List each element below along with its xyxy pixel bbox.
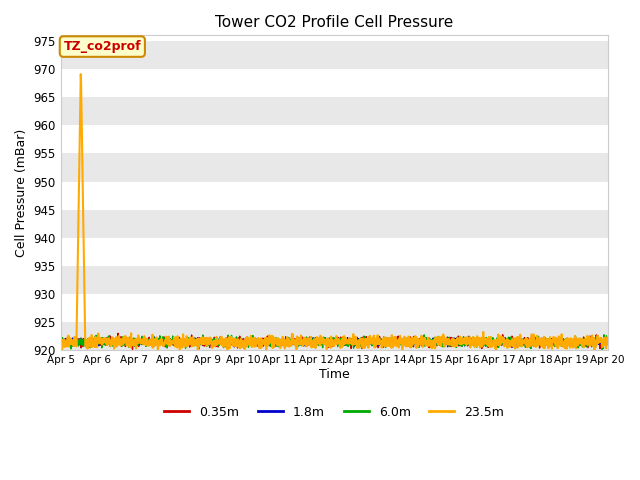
Bar	[61, 210, 608, 238]
Bar	[61, 322, 608, 350]
X-axis label: Time: Time	[319, 368, 349, 381]
Bar	[61, 154, 608, 181]
Y-axis label: Cell Pressure (mBar): Cell Pressure (mBar)	[15, 129, 28, 257]
Bar	[61, 266, 608, 294]
Title: Tower CO2 Profile Cell Pressure: Tower CO2 Profile Cell Pressure	[215, 15, 453, 30]
Bar	[61, 41, 608, 69]
Bar	[61, 97, 608, 125]
Text: TZ_co2prof: TZ_co2prof	[63, 40, 141, 53]
Legend: 0.35m, 1.8m, 6.0m, 23.5m: 0.35m, 1.8m, 6.0m, 23.5m	[159, 401, 509, 424]
